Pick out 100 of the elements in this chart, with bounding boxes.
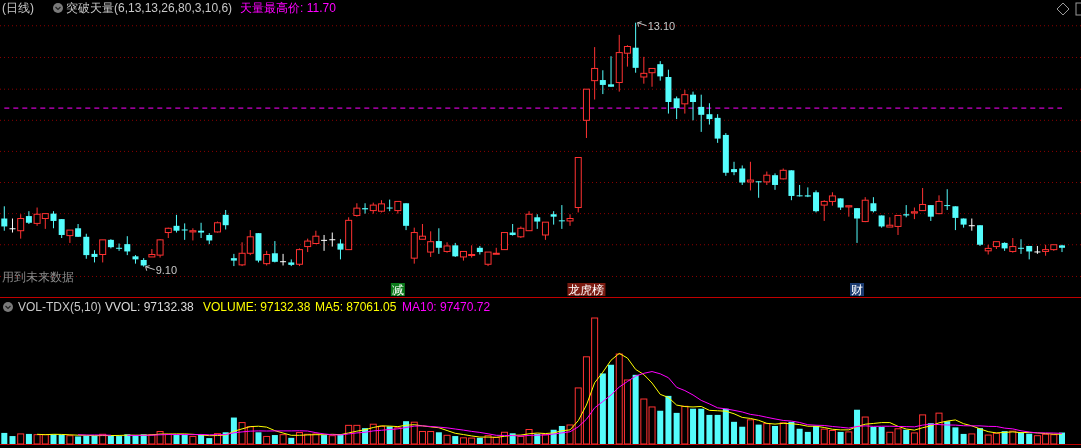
bar [263,435,271,445]
candlestick [337,238,344,260]
candlestick [58,218,65,239]
candlestick [854,207,861,244]
bar [714,414,721,444]
candlestick [222,209,229,230]
text: MA10: 97470.72 [402,300,491,314]
candlestick [280,253,287,266]
candlestick [714,113,721,144]
bar [17,433,25,445]
bar [698,408,705,444]
candlestick [116,243,123,252]
bar [935,412,943,445]
bar [665,395,672,444]
candlestick [813,189,820,213]
bar [271,435,278,444]
candlestick [952,205,959,231]
candlestick [435,227,442,255]
candlestick [403,202,410,231]
chart-title: (日线) [2,1,34,15]
annotation: 13.10 [647,19,676,32]
bar [124,434,131,444]
bar [731,421,738,444]
bar [878,426,885,444]
bar [673,412,680,444]
bar [690,408,697,444]
candlestick [796,184,803,198]
candlestick [9,218,16,234]
bar [75,436,82,444]
bar [328,435,336,445]
bar [796,428,803,444]
bar [541,434,549,445]
bar [608,364,615,444]
candlestick [698,94,705,133]
text: VVOL: 97132.38 [105,300,195,314]
candlestick [83,233,90,260]
candlestick [329,232,336,248]
bar [722,408,729,444]
bar [509,433,516,444]
bar [116,436,123,444]
bar [788,421,795,444]
bar [952,427,959,444]
candlestick [66,229,74,244]
candlestick [706,102,713,126]
bar [83,435,90,444]
candlestick [968,218,975,232]
bar [977,428,984,444]
bar [255,432,262,444]
bar [657,410,664,444]
candlestick [198,222,205,239]
candlestick [124,235,131,256]
candlestick [739,164,746,186]
bar [173,434,180,444]
candlestick [919,187,927,212]
candlestick [321,234,328,252]
candlestick [657,60,664,82]
bar [443,434,451,445]
bar [854,409,861,444]
bar [870,426,877,444]
candlestick [427,230,435,258]
bar [1001,431,1008,444]
candlestick [1059,244,1065,253]
bar [1018,432,1024,444]
candlestick [681,89,689,115]
bar [813,425,820,444]
bar [755,424,762,444]
bar [107,435,114,444]
candlestick [558,204,565,230]
ref-line-label: 天量最高价: 11.70 [240,1,337,15]
candlestick [99,239,107,263]
bar [206,438,213,444]
bar [706,414,713,444]
bar [288,437,295,444]
annotation: 9.10 [155,263,178,276]
bar [66,435,74,445]
bar [968,433,976,445]
candlestick [977,224,984,247]
bar [960,433,967,444]
bar [763,423,771,445]
candlestick [17,213,25,240]
bar [394,427,402,445]
bar [9,436,16,444]
candlestick [476,245,483,255]
bar [1026,433,1033,444]
candlestick [566,213,574,227]
text: VOLUME: 97132.38 [203,300,311,314]
chart-subtitle: 突破天量(6,13,13,26,80,3,10,6) [66,1,233,15]
bar [58,434,65,444]
bar [189,435,197,445]
candlestick [746,161,754,191]
bar [25,433,32,444]
bar [837,431,844,444]
candlestick [944,188,951,211]
candlestick [25,210,32,225]
bar [91,435,98,444]
candlestick [640,56,648,85]
candlestick [731,161,738,176]
candlestick [599,69,606,95]
bar [632,374,639,444]
candlestick [755,180,762,199]
